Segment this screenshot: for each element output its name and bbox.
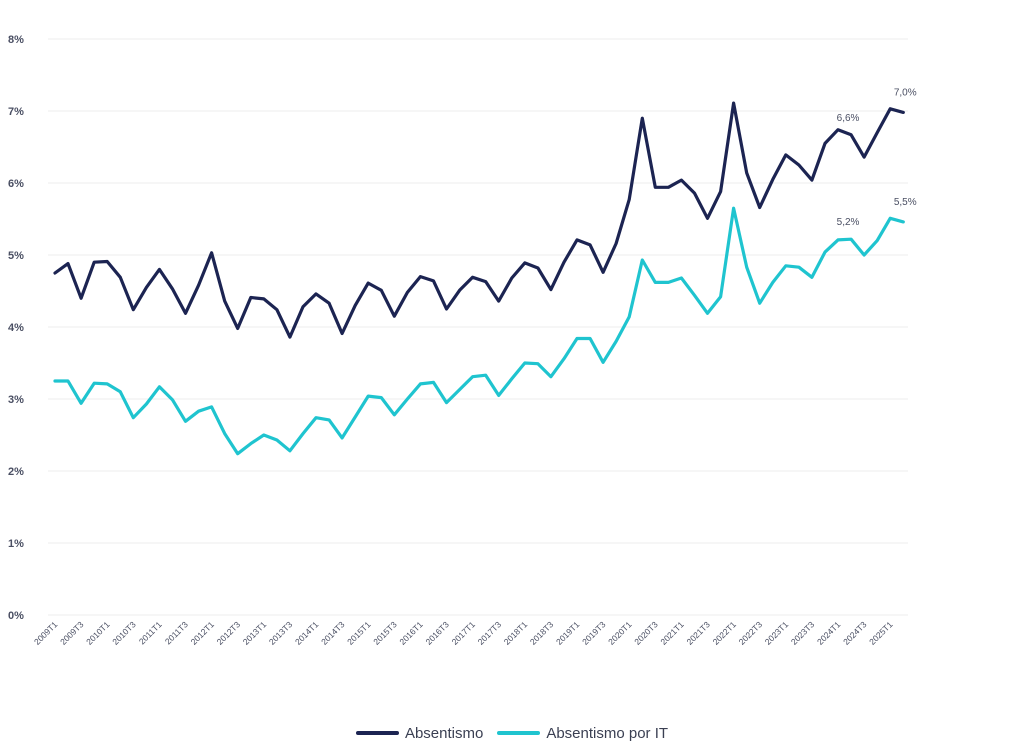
series-line-absentismo-por-it — [53, 206, 905, 456]
x-tick-label: 2014T3 — [319, 619, 347, 647]
y-tick-label: 4% — [8, 322, 24, 334]
x-tick-label: 2013T3 — [267, 619, 295, 647]
x-tick-label: 2012T3 — [215, 619, 243, 647]
legend-swatch-absentismo-por-it — [497, 731, 541, 735]
legend-swatch-absentismo — [355, 731, 399, 735]
legend-item-absentismo[interactable]: Absentismo — [355, 724, 484, 742]
x-tick-label: 2015T1 — [345, 619, 373, 647]
y-tick-label: 7% — [8, 106, 24, 118]
gridlines — [48, 38, 908, 616]
series-lines — [53, 101, 905, 456]
x-tick-label: 2018T3 — [528, 619, 556, 647]
x-tick-label: 2016T1 — [397, 619, 425, 647]
x-tick-label: 2010T3 — [110, 619, 138, 647]
series-line-absentismo — [53, 101, 905, 339]
y-tick-label: 1% — [8, 538, 24, 550]
x-tick-label: 2019T3 — [580, 619, 608, 647]
x-tick-label: 2013T1 — [241, 619, 269, 647]
legend-label: Absentismo por IT — [546, 724, 669, 742]
x-tick-label: 2024T3 — [841, 619, 869, 647]
x-tick-label: 2021T1 — [658, 619, 686, 647]
x-tick-label: 2015T3 — [371, 619, 399, 647]
data-label: 5,5% — [894, 197, 917, 208]
x-tick-label: 2021T3 — [684, 619, 712, 647]
x-tick-label: 2023T1 — [763, 619, 791, 647]
legend-item-absentismo-por-it[interactable]: Absentismo por IT — [497, 725, 668, 742]
x-tick-label: 2019T1 — [554, 619, 582, 647]
y-tick-label: 6% — [8, 178, 24, 190]
x-tick-label: 2025T1 — [867, 619, 895, 647]
x-tick-label: 2017T1 — [450, 619, 478, 647]
x-tick-label: 2009T1 — [32, 619, 60, 647]
data-label: 7,0% — [894, 87, 917, 98]
x-tick-label: 2009T3 — [58, 619, 86, 647]
x-tick-label: 2018T1 — [502, 619, 530, 647]
legend-label: Absentismo — [404, 724, 484, 742]
x-tick-label: 2017T3 — [476, 619, 504, 647]
x-tick-label: 2022T1 — [711, 619, 739, 647]
x-tick-label: 2020T3 — [632, 619, 660, 647]
x-tick-label: 2011T1 — [137, 619, 164, 646]
legend: Absentismo Absentismo por IT — [0, 722, 1024, 744]
x-tick-label: 2016T3 — [423, 619, 451, 647]
y-tick-label: 5% — [8, 250, 24, 262]
x-tick-label: 2023T3 — [789, 619, 817, 647]
y-tick-label: 3% — [8, 394, 24, 406]
data-label: 5,2% — [837, 217, 860, 228]
data-label: 6,6% — [837, 113, 860, 124]
x-tick-label: 2011T3 — [163, 619, 190, 646]
x-tick-label: 2014T1 — [293, 619, 321, 647]
x-tick-label: 2012T1 — [189, 619, 217, 647]
x-tick-label: 2010T1 — [84, 619, 112, 647]
x-tick-label: 2024T1 — [815, 619, 843, 647]
data-labels: 6,6% 7,0% 5,2% 5,5% — [837, 87, 917, 228]
y-tick-label: 2% — [8, 466, 24, 478]
x-tick-label: 2020T1 — [606, 619, 634, 647]
x-tick-label: 2022T3 — [737, 619, 765, 647]
y-axis-ticks: 0% 1% 2% 3% 4% 5% 6% 7% 8% — [8, 34, 24, 622]
y-tick-label: 0% — [8, 610, 24, 622]
y-tick-label: 8% — [8, 34, 24, 46]
